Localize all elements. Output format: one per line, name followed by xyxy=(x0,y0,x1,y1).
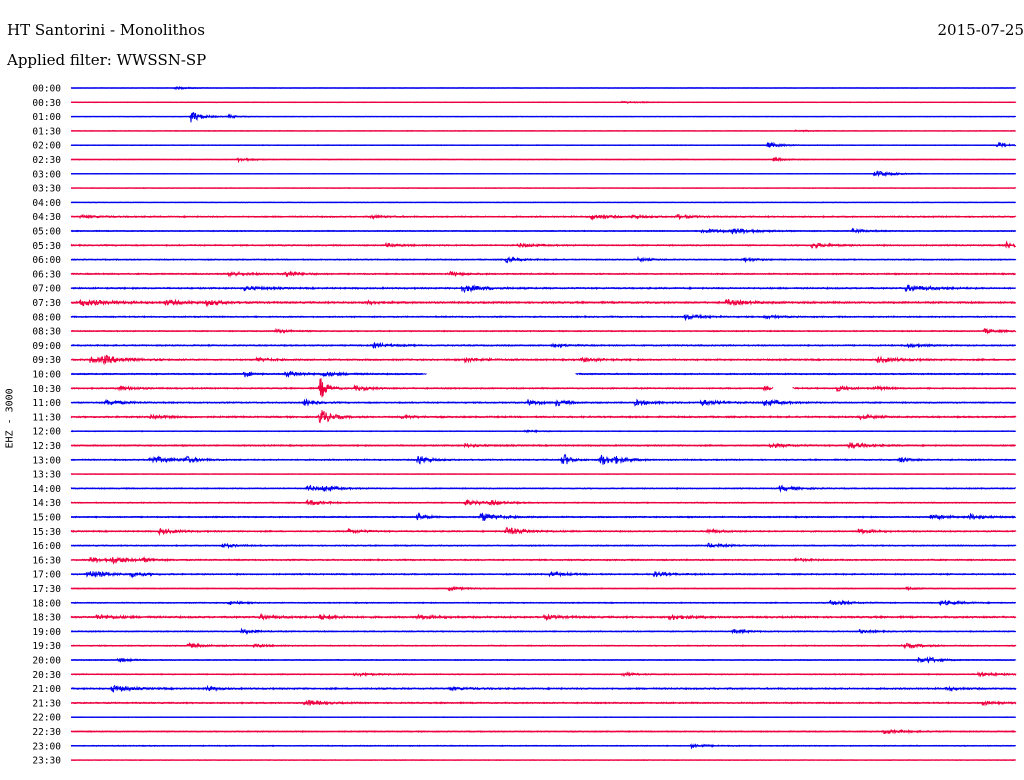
row-time-label: 23:00 xyxy=(32,741,61,752)
row-time-label: 17:00 xyxy=(32,570,61,581)
row-time-label: 12:30 xyxy=(32,441,61,452)
row-time-label: 09:30 xyxy=(32,355,61,366)
row-time-label: 18:30 xyxy=(32,613,61,624)
row-time-label: 13:00 xyxy=(32,455,61,466)
row-time-label: 05:30 xyxy=(32,241,61,252)
row-time-label: 22:30 xyxy=(32,727,61,738)
row-time-label: 21:00 xyxy=(32,684,61,695)
row-time-label: 20:00 xyxy=(32,656,61,667)
row-time-label: 15:30 xyxy=(32,527,61,538)
row-time-label: 06:00 xyxy=(32,255,61,266)
row-time-label: 07:00 xyxy=(32,284,61,295)
row-time-label: 16:30 xyxy=(32,555,61,566)
row-time-label: 01:00 xyxy=(32,112,61,123)
row-time-label: 14:30 xyxy=(32,498,61,509)
row-time-label: 04:00 xyxy=(32,198,61,209)
row-time-label: 14:00 xyxy=(32,484,61,495)
station-title: HT Santorini - Monolithos xyxy=(7,21,205,39)
row-time-label: 00:00 xyxy=(32,84,61,95)
row-time-label: 02:00 xyxy=(32,141,61,152)
row-time-label: 21:30 xyxy=(32,698,61,709)
row-time-label: 02:30 xyxy=(32,155,61,166)
row-time-label: 01:30 xyxy=(32,126,61,137)
row-time-label: 19:00 xyxy=(32,627,61,638)
row-time-label: 05:00 xyxy=(32,227,61,238)
row-time-label: 11:00 xyxy=(32,398,61,409)
row-time-label: 00:30 xyxy=(32,98,61,109)
channel-label: EHZ - 3000 xyxy=(4,388,16,449)
row-time-label: 19:30 xyxy=(32,641,61,652)
row-time-label: 03:30 xyxy=(32,184,61,195)
row-time-label: 06:30 xyxy=(32,269,61,280)
filter-line: Applied filter: WWSSN-SP xyxy=(7,51,206,69)
row-time-label: 03:00 xyxy=(32,169,61,180)
row-time-label: 08:30 xyxy=(32,327,61,338)
trace-line xyxy=(70,111,1017,123)
row-time-label: 22:00 xyxy=(32,713,61,724)
filter-value: WWSSN-SP xyxy=(116,51,207,69)
row-time-label: 23:30 xyxy=(32,756,61,767)
row-time-label: 04:30 xyxy=(32,212,61,223)
row-time-label: 09:00 xyxy=(32,341,61,352)
row-time-label: 12:00 xyxy=(32,427,61,438)
row-time-label: 15:00 xyxy=(32,513,61,524)
row-time-label: 17:30 xyxy=(32,584,61,595)
row-time-label: 11:30 xyxy=(32,412,61,423)
row-time-label: 20:30 xyxy=(32,670,61,681)
filter-label: Applied filter: xyxy=(7,51,112,69)
row-time-label: 07:30 xyxy=(32,298,61,309)
row-time-label: 18:00 xyxy=(32,598,61,609)
row-time-label: 10:30 xyxy=(32,384,61,395)
row-time-label: 08:00 xyxy=(32,312,61,323)
date-label: 2015-07-25 xyxy=(937,21,1024,39)
row-time-label: 16:00 xyxy=(32,541,61,552)
row-time-label: 13:30 xyxy=(32,470,61,481)
row-time-label: 10:00 xyxy=(32,370,61,381)
